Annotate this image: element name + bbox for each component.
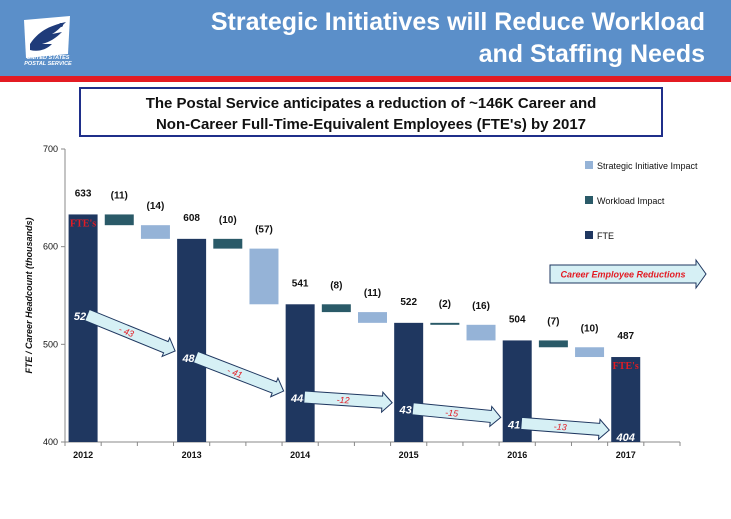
waterfall-chart: 400 500 600 700 FTE / Career Headcount (thou… [24, 144, 707, 460]
career-reduction-arrow: - 43 [84, 308, 176, 358]
legend-label: Strategic Initiative Impact [597, 161, 698, 171]
career-banner-label: Career Employee Reductions [560, 270, 685, 280]
x-tick-label: 2012 [73, 450, 93, 460]
legend-label: FTE [597, 231, 614, 241]
arrow-shape [84, 308, 176, 358]
impact-label: (7) [547, 316, 559, 327]
y-tick-label: 600 [43, 242, 58, 252]
impact-label: (8) [330, 280, 342, 291]
impact-label: (14) [147, 201, 165, 212]
fte-bar [394, 322, 424, 442]
impact-label: (10) [581, 323, 599, 334]
arrow-shape [192, 350, 285, 398]
x-tick-label: 2014 [290, 450, 310, 460]
career-reduction-label: -13 [553, 421, 567, 432]
x-tick-label: 2015 [399, 450, 419, 460]
strategic-impact-bar [140, 225, 170, 239]
y-tick-label: 400 [43, 437, 58, 447]
x-tick-label: 2017 [616, 450, 636, 460]
fte-bar [68, 214, 98, 442]
workload-impact-bar [430, 322, 460, 325]
legend-swatch [585, 231, 593, 239]
subtitle-box: The Postal Service anticipates a reducti… [79, 87, 663, 137]
strategic-impact-bar [466, 324, 496, 341]
career-reduction-label: -12 [336, 395, 350, 406]
y-tick-label: 500 [43, 339, 58, 349]
workload-impact-bar [321, 304, 351, 313]
impact-label: (2) [439, 299, 451, 310]
x-tick-label: 2016 [507, 450, 527, 460]
header-bar [0, 0, 731, 76]
career-reduction-arrow: - 41 [192, 350, 285, 398]
strategic-impact-bar [575, 347, 605, 358]
legend-swatch [585, 196, 593, 204]
fte-total-label: 522 [400, 297, 417, 308]
fte-bar [177, 238, 207, 442]
impact-label: (10) [219, 215, 237, 226]
career-reduction-arrow: -13 [520, 416, 610, 441]
fte-total-label: 541 [292, 278, 309, 289]
fte-bar [611, 357, 641, 442]
impact-label: (11) [364, 288, 381, 299]
header-red-stripe [0, 76, 731, 82]
career-banner-arrow [549, 258, 707, 290]
career-headcount-label: 404 [616, 432, 635, 444]
impact-label: (11) [111, 190, 128, 201]
legend-label: Workload Impact [597, 196, 665, 206]
arrow-shape [520, 416, 610, 441]
legend-swatch [585, 161, 593, 169]
y-axis-label: FTE / Career Headcount (thousands) [24, 217, 34, 373]
usps-logo-text: UNITED STATES POSTAL SERVICE [24, 55, 72, 67]
career-reduction-arrow: -12 [303, 390, 393, 414]
career-reduction-arrow: -15 [411, 402, 502, 428]
workload-impact-bar [104, 214, 134, 226]
usps-eagle-logo-icon [24, 16, 70, 58]
subtitle-line-1: The Postal Service anticipates a reducti… [145, 95, 597, 112]
x-tick-label: 2013 [182, 450, 202, 460]
page-title: Strategic Initiatives will Reduce Worklo… [210, 8, 705, 68]
arrow-shape [303, 390, 393, 414]
fte-total-label: 504 [509, 314, 526, 325]
fte-total-label: 633 [75, 188, 92, 199]
career-reduction-label: -15 [445, 407, 460, 418]
impact-label: (16) [472, 301, 490, 312]
strategic-impact-bar [249, 248, 279, 305]
fte-note-label: FTE's [613, 361, 639, 372]
impact-label: (57) [255, 225, 273, 236]
y-tick-label: 700 [43, 144, 58, 154]
arrow-shape [411, 402, 502, 428]
subtitle-line-2: Non-Career Full-Time-Equivalent Employee… [155, 116, 587, 133]
fte-total-label: 608 [183, 213, 200, 224]
workload-impact-bar [538, 340, 568, 348]
fte-note-label: FTE's [70, 218, 96, 229]
strategic-impact-bar [358, 312, 387, 323]
fte-bar [285, 304, 315, 442]
workload-impact-bar [213, 238, 243, 249]
fte-total-label: 487 [617, 331, 634, 342]
